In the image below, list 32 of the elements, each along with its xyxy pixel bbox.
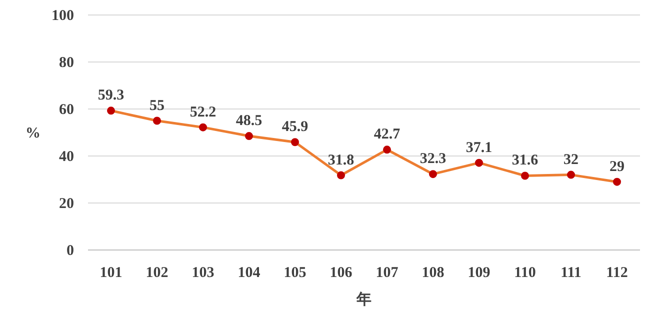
x-tick-label: 101 — [100, 265, 122, 281]
x-tick-label: 111 — [560, 265, 582, 281]
data-label: 45.9 — [282, 119, 308, 136]
x-tick-label: 103 — [192, 265, 214, 281]
data-label: 42.7 — [374, 126, 401, 143]
data-label: 32 — [564, 152, 578, 168]
data-label: 37.1 — [466, 140, 492, 156]
x-tick-label: 102 — [146, 265, 168, 281]
data-label: 29 — [610, 158, 624, 175]
y-tick-label: 20 — [59, 196, 74, 212]
y-axis-title: % — [26, 126, 40, 142]
x-tick-label: 107 — [376, 265, 399, 281]
x-tick-label: 105 — [284, 265, 306, 281]
data-label: 52.2 — [190, 104, 216, 120]
data-label: 59.3 — [98, 88, 124, 104]
data-label: 32.3 — [420, 151, 446, 168]
x-tick-label: 108 — [422, 265, 444, 281]
x-axis-title: 年 — [356, 291, 372, 308]
x-tick-label: 109 — [468, 265, 490, 281]
data-label: 31.8 — [328, 152, 354, 168]
data-label: 55 — [150, 98, 164, 114]
y-tick-label: 60 — [59, 102, 74, 118]
x-tick-label: 110 — [514, 265, 536, 281]
x-tick-label: 106 — [330, 265, 353, 281]
y-tick-label: 80 — [59, 55, 74, 71]
x-tick-label: 112 — [606, 265, 628, 281]
y-tick-label: 40 — [59, 149, 74, 165]
data-label: 31.6 — [512, 152, 539, 169]
x-tick-label: 104 — [238, 265, 261, 281]
data-label: 48.5 — [236, 113, 262, 130]
y-tick-label: 0 — [66, 243, 74, 259]
y-tick-label: 100 — [52, 8, 74, 24]
